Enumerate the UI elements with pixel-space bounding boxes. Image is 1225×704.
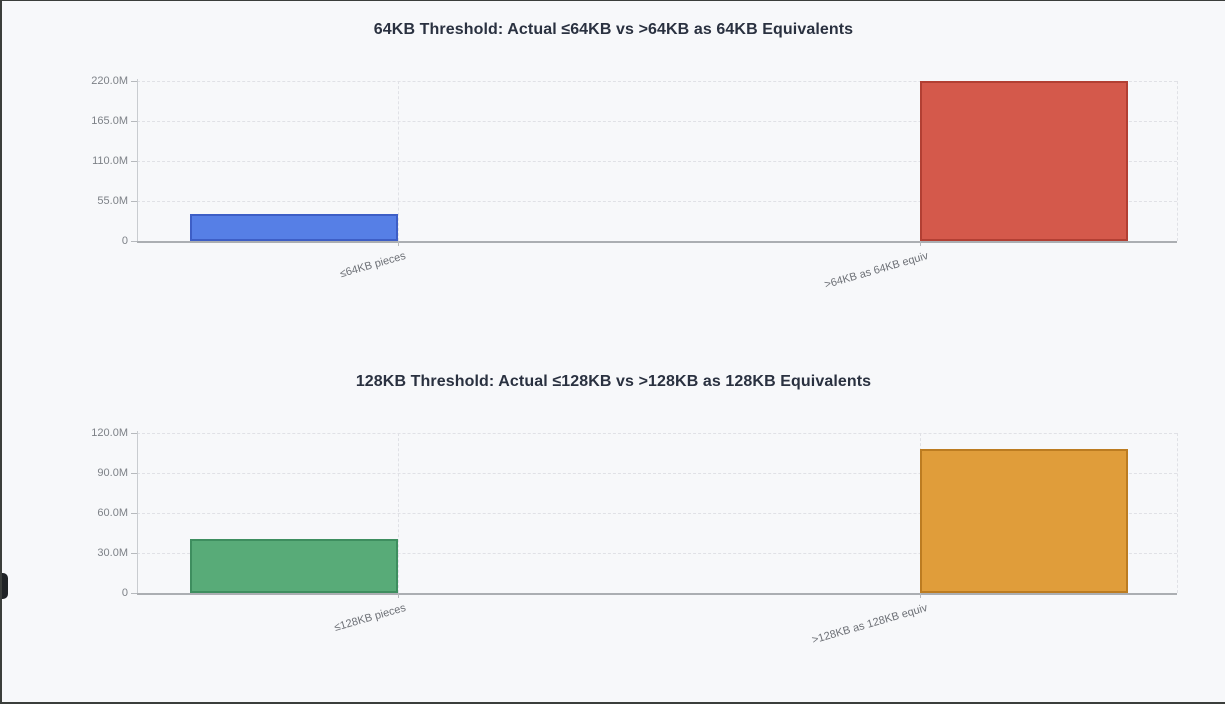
side-panel-handle[interactable]	[2, 573, 8, 599]
y-gridline	[137, 553, 1177, 554]
y-tick-label: 90.0M	[97, 467, 128, 479]
y-axis-line	[137, 79, 138, 241]
y-tick-label: 0	[121, 587, 128, 599]
y-gridline	[137, 121, 1177, 122]
y-tick-label: 30.0M	[97, 547, 128, 559]
y-axis-line	[137, 431, 138, 593]
y-tick-mark	[131, 120, 137, 122]
x-gridline	[398, 433, 399, 593]
x-gridline	[1177, 81, 1178, 241]
y-gridline	[137, 161, 1177, 162]
y-tick-label: 55.0M	[97, 195, 128, 207]
x-axis-line	[137, 593, 1177, 595]
y-tick-label: 220.0M	[91, 75, 128, 87]
y-gridline	[137, 513, 1177, 514]
chart-title-128kb: 128KB Threshold: Actual ≤128KB vs >128KB…	[355, 373, 872, 390]
y-tick-label: 60.0M	[97, 507, 128, 519]
y-tick-mark	[131, 160, 137, 162]
x-tick-mark	[920, 241, 921, 246]
x-gridline	[1177, 433, 1178, 593]
bar-actual-pieces[interactable]	[190, 539, 398, 593]
y-tick-label: 120.0M	[91, 427, 128, 439]
chart-title-64kb: 64KB Threshold: Actual ≤64KB vs >64KB as…	[373, 21, 854, 38]
y-tick-label: 110.0M	[92, 155, 128, 167]
x-category-label: ≤64KB pieces	[338, 250, 408, 281]
x-category-label: >64KB as 64KB equiv	[822, 250, 930, 292]
x-category-label: >128KB as 128KB equiv	[811, 602, 930, 647]
y-tick-mark	[131, 80, 137, 82]
y-tick-mark	[131, 592, 137, 594]
x-category-label: ≤128KB pieces	[332, 602, 408, 634]
y-tick-mark	[131, 552, 137, 554]
y-tick-mark	[131, 472, 137, 474]
y-tick-label: 0	[121, 235, 128, 247]
bar-equivalent-pieces[interactable]	[920, 449, 1128, 593]
bar-equivalent-pieces[interactable]	[920, 81, 1128, 241]
y-tick-mark	[131, 512, 137, 514]
x-tick-mark	[920, 593, 921, 598]
x-axis-line	[137, 241, 1177, 243]
plot-area-64kb: 0 55.0M 110.0M 165.0M 220.0M ≤64KB pieces >64K…	[91, 75, 1178, 291]
x-tick-mark	[398, 241, 399, 246]
y-gridline	[137, 81, 1177, 82]
y-tick-label: 165.0M	[91, 115, 128, 127]
bar-actual-pieces[interactable]	[190, 214, 398, 241]
x-gridline	[398, 81, 399, 241]
y-gridline	[137, 433, 1177, 434]
plot-area-128kb: 0 30.0M 60.0M 90.0M 120.0M ≤128KB pieces >128K…	[91, 427, 1178, 646]
y-gridline	[137, 473, 1177, 474]
x-tick-mark	[398, 593, 399, 598]
y-tick-mark	[131, 432, 137, 434]
y-gridline	[137, 201, 1177, 202]
y-tick-mark	[131, 200, 137, 202]
y-tick-mark	[131, 240, 137, 242]
